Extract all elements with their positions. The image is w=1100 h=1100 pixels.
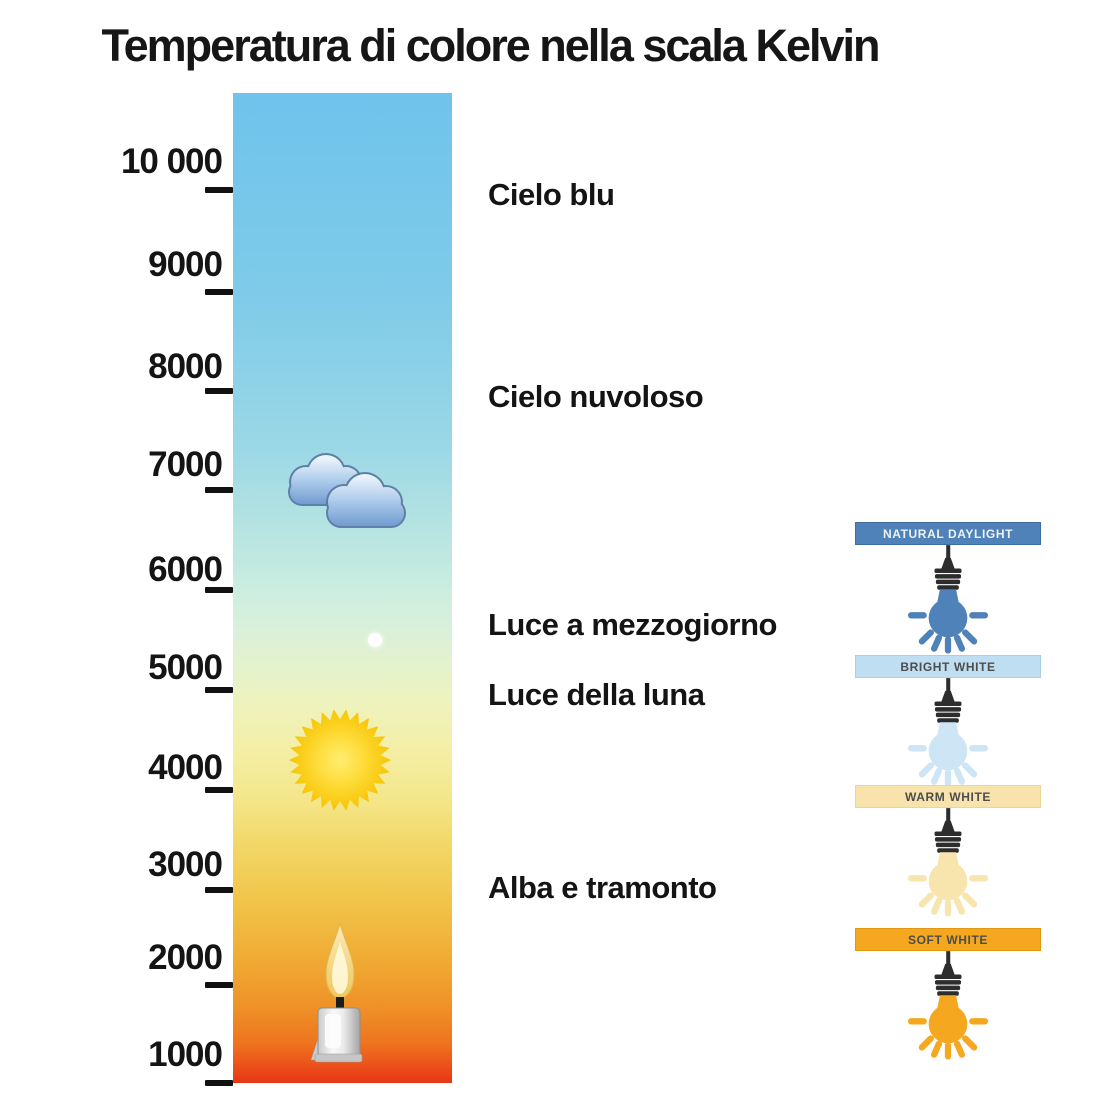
- scale-label-10000: 10 000: [120, 142, 223, 181]
- zone-label-alba-e-tramonto: Alba e tramonto: [488, 870, 717, 905]
- zone-label-luce-a-mezzogiorno: Luce a mezzogiorno: [488, 607, 777, 642]
- scale-tick-9000: [205, 289, 233, 295]
- banner-label-warm-white: WARM WHITE: [855, 785, 1041, 808]
- scale-label-1000: 1000: [148, 1035, 223, 1074]
- scale-tick-10000: [205, 187, 233, 193]
- sun-icon: [288, 709, 392, 811]
- candle-icon: [310, 922, 363, 1063]
- scale-label-8000: 8000: [148, 347, 223, 386]
- zone-label-cielo-nuvoloso: Cielo nuvoloso: [488, 379, 704, 414]
- zone-label-cielo-blu: Cielo blu: [488, 177, 615, 212]
- scale-tick-2000: [205, 982, 233, 988]
- scale-tick-3000: [205, 887, 233, 893]
- scale-tick-1000: [205, 1080, 233, 1086]
- scale-label-3000: 3000: [148, 845, 223, 884]
- scale-tick-8000: [205, 388, 233, 394]
- scale-label-7000: 7000: [148, 445, 223, 484]
- banner-label-soft-white: SOFT WHITE: [855, 928, 1041, 951]
- scale-label-4000: 4000: [148, 748, 223, 787]
- scale-label-6000: 6000: [148, 550, 223, 589]
- bulb-panel-natural-daylight: NATURAL DAYLIGHT: [855, 522, 1041, 655]
- bulb-panel-warm-white: WARM WHITE: [855, 785, 1041, 918]
- bulb-icon-warm-white: [907, 808, 989, 917]
- bulb-panel-soft-white: SOFT WHITE: [855, 928, 1041, 1061]
- scale-tick-5000: [205, 687, 233, 693]
- scale-tick-6000: [205, 587, 233, 593]
- bulb-icon-soft-white: [907, 951, 989, 1060]
- bulb-panel-bright-white: BRIGHT WHITE: [855, 655, 1041, 788]
- banner-label-bright-white: BRIGHT WHITE: [855, 655, 1041, 678]
- zone-label-luce-della-luna: Luce della luna: [488, 677, 705, 712]
- scale-label-9000: 9000: [148, 245, 223, 284]
- scale-label-2000: 2000: [148, 938, 223, 977]
- scale-tick-4000: [205, 787, 233, 793]
- bulb-legend: NATURAL DAYLIGHT BRIGHT WHITE WARM WHITE SO…: [855, 522, 1041, 1082]
- moon-icon: [368, 633, 382, 647]
- page-title: Temperatura di colore nella scala Kelvin: [101, 20, 881, 71]
- bulb-icon-bright-white: [907, 678, 989, 787]
- bulb-icon-natural-daylight: [907, 545, 989, 654]
- kelvin-gradient-bar: [233, 93, 452, 1083]
- clouds-icon: [288, 453, 406, 528]
- scale-tick-7000: [205, 487, 233, 493]
- banner-label-natural-daylight: NATURAL DAYLIGHT: [855, 522, 1041, 545]
- scale-label-5000: 5000: [148, 648, 223, 687]
